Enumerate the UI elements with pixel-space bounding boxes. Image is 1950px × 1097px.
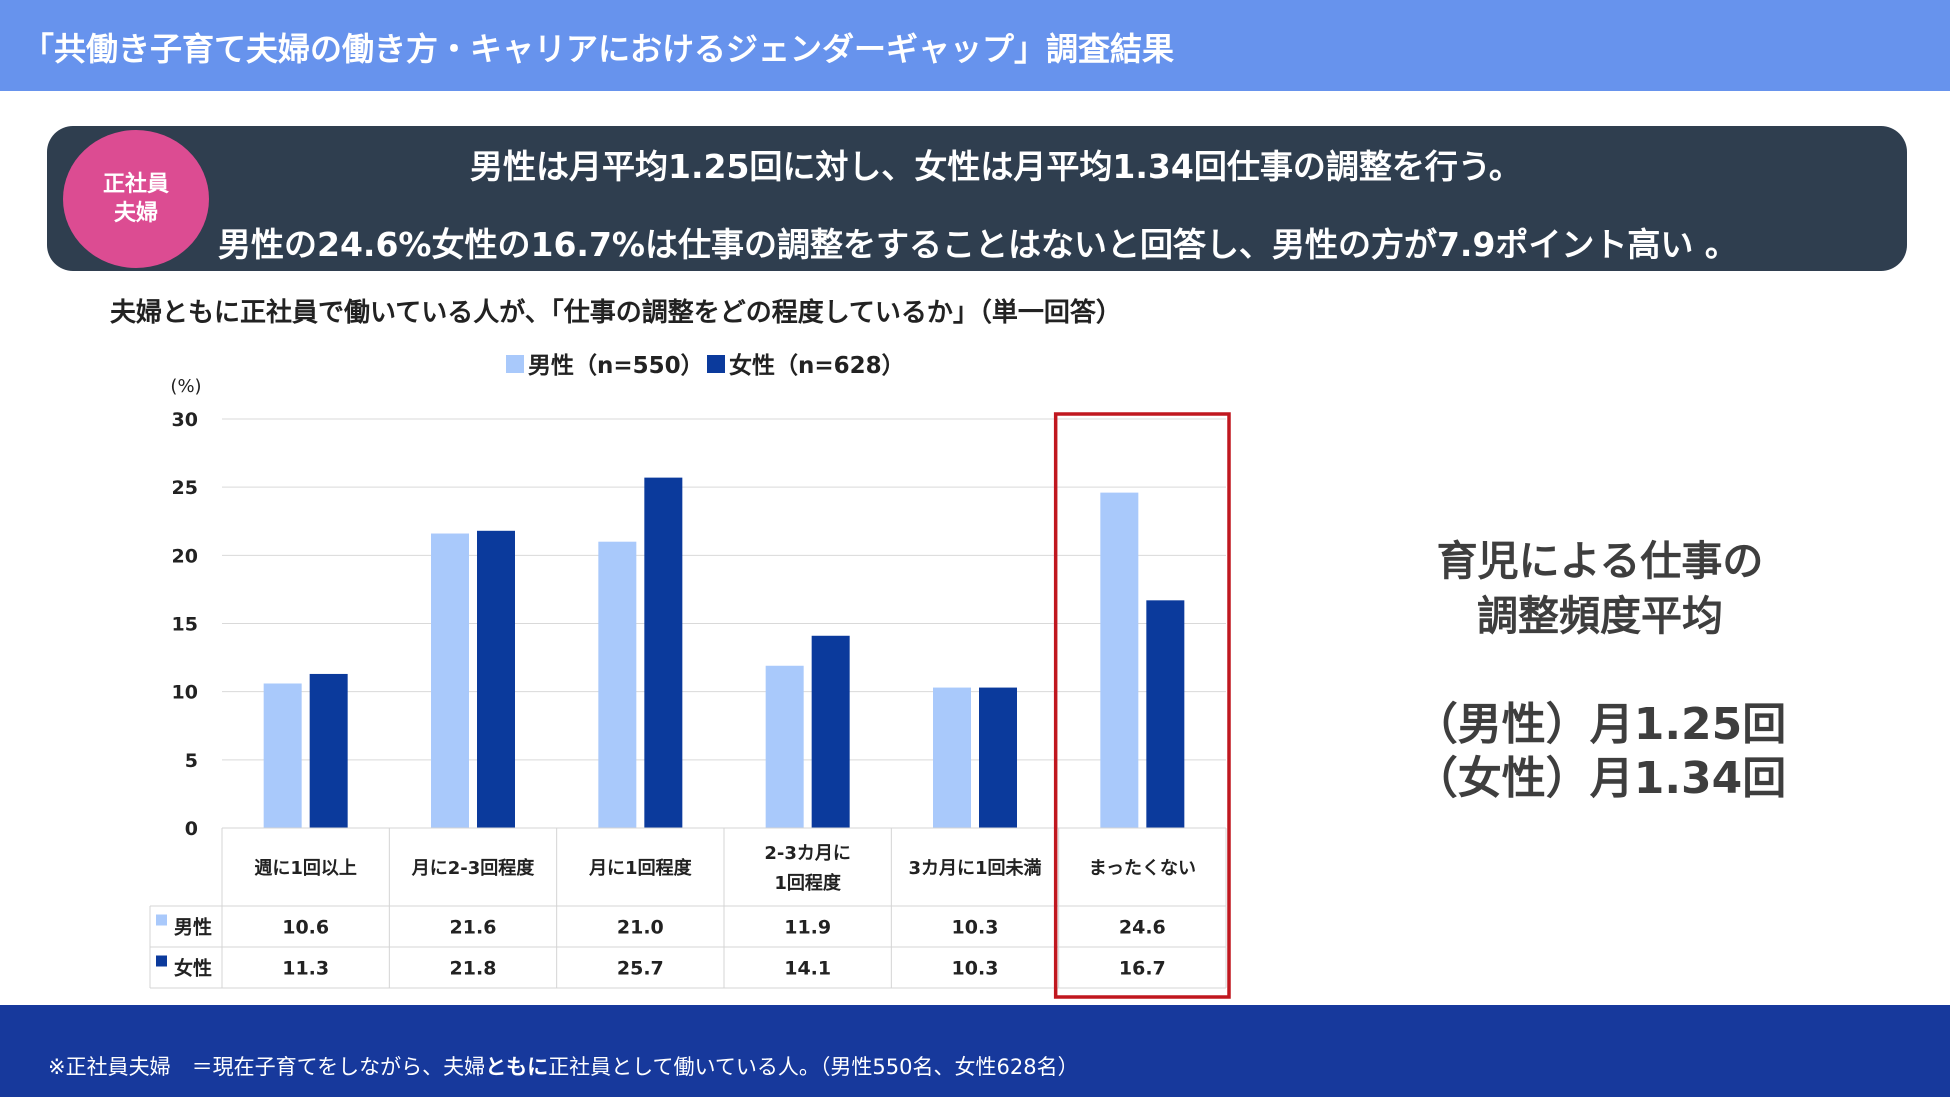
row-swatch-女性 <box>156 955 167 967</box>
y-tick-label: 30 <box>172 409 198 431</box>
y-tick-label: 0 <box>185 818 198 840</box>
header-bar: 「共働き子育て夫婦の働き方・キャリアにおけるジェンダーギャップ」調査結果 <box>0 0 1950 91</box>
footer-bar <box>0 1005 1950 1097</box>
bar-chart: 0 5 10 15 20 25 30 (%) 男性（n=550） 女性（n=628） 週に1回以上 月… <box>149 352 1231 999</box>
legend-label-女性: 女性（n=628） <box>729 352 905 379</box>
footer-note-a: ※正社員夫婦 ＝現在子育てをしながら、夫婦 <box>48 1055 486 1079</box>
bar-女性-1 <box>309 673 348 828</box>
category-label: 1回程度 <box>774 872 842 894</box>
value-label-女性: 21.8 <box>450 958 497 980</box>
side-heading-line1: 育児による仕事の <box>1436 537 1764 585</box>
category-label: 週に1回以上 <box>254 858 357 879</box>
bar-男性-5 <box>933 687 971 828</box>
category-label: 月に1回程度 <box>588 857 693 879</box>
value-label-男性: 11.9 <box>784 917 831 939</box>
footer-note-c: 正社員として働いている人。（男性550名、女性628名） <box>548 1055 1079 1079</box>
chart-subtitle: 夫婦ともに正社員で働いている人が、「仕事の調整をどの程度しているか」（単一回答） <box>110 298 1122 328</box>
y-tick-label: 5 <box>185 750 198 772</box>
row-label-男性: 男性 <box>174 916 212 939</box>
value-label-女性: 25.7 <box>617 958 664 980</box>
highlight-box <box>1053 412 1231 999</box>
category-label: 3カ月に1回未満 <box>908 857 1041 879</box>
category-label: 月に2-3回程度 <box>411 857 536 879</box>
bar-女性-5 <box>979 687 1017 828</box>
y-tick-label: 15 <box>172 614 198 636</box>
bar-男性-3 <box>598 541 637 828</box>
segment-badge: 正社員 夫婦 <box>63 130 209 268</box>
category-label: 2-3カ月に <box>764 843 851 864</box>
legend-swatch-女性 <box>707 355 725 373</box>
value-label-女性: 16.7 <box>1119 958 1166 980</box>
bar-女性-6 <box>1146 600 1185 828</box>
y-tick-label: 10 <box>172 682 198 704</box>
row-label-女性: 女性 <box>174 957 212 980</box>
bar-男性-2 <box>431 533 469 828</box>
legend-label-男性: 男性（n=550） <box>528 352 704 379</box>
y-tick-label: 20 <box>172 545 198 567</box>
y-tick-label: 25 <box>172 477 198 499</box>
summary-line2: 男性の24.6%女性の16.7%は仕事の調整をすることはないと回答し、男性の方が… <box>218 225 1738 264</box>
page-title: 「共働き子育て夫婦の働き方・キャリアにおけるジェンダーギャップ」調査結果 <box>22 30 1175 68</box>
value-label-女性: 14.1 <box>784 958 831 980</box>
value-label-男性: 10.6 <box>282 917 329 939</box>
y-unit-label: (%) <box>170 376 201 397</box>
bar-女性-4 <box>811 635 850 828</box>
category-label: まったくない <box>1089 858 1196 879</box>
badge-line2: 夫婦 <box>113 201 158 226</box>
value-label-男性: 24.6 <box>1119 917 1166 939</box>
value-label-女性: 10.3 <box>952 958 999 980</box>
value-label-男性: 21.0 <box>617 917 664 939</box>
summary-banner <box>47 126 1907 271</box>
bar-男性-6 <box>1100 492 1139 828</box>
bar-男性-4 <box>765 665 804 828</box>
value-label-女性: 11.3 <box>282 958 329 980</box>
badge-line1: 正社員 <box>102 172 169 197</box>
bar-女性-3 <box>644 477 683 828</box>
value-label-男性: 21.6 <box>450 917 497 939</box>
value-label-男性: 10.3 <box>952 917 999 939</box>
side-male-average: （男性）月1.25回 <box>1413 699 1787 750</box>
footer-note-b: ともに <box>485 1055 549 1079</box>
bar-女性-2 <box>477 530 515 828</box>
side-female-average: （女性）月1.34回 <box>1413 753 1787 804</box>
footer-note: ※正社員夫婦 ＝現在子育てをしながら、夫婦ともに正社員として働いている人。（男性… <box>48 1051 1079 1081</box>
side-heading-line2: 調整頻度平均 <box>1477 592 1723 640</box>
summary-line1: 男性は月平均1.25回に対し、女性は月平均1.34回仕事の調整を行う。 <box>470 147 1522 186</box>
legend-swatch-男性 <box>506 355 524 373</box>
row-swatch-男性 <box>156 914 167 926</box>
bar-男性-1 <box>263 683 302 828</box>
